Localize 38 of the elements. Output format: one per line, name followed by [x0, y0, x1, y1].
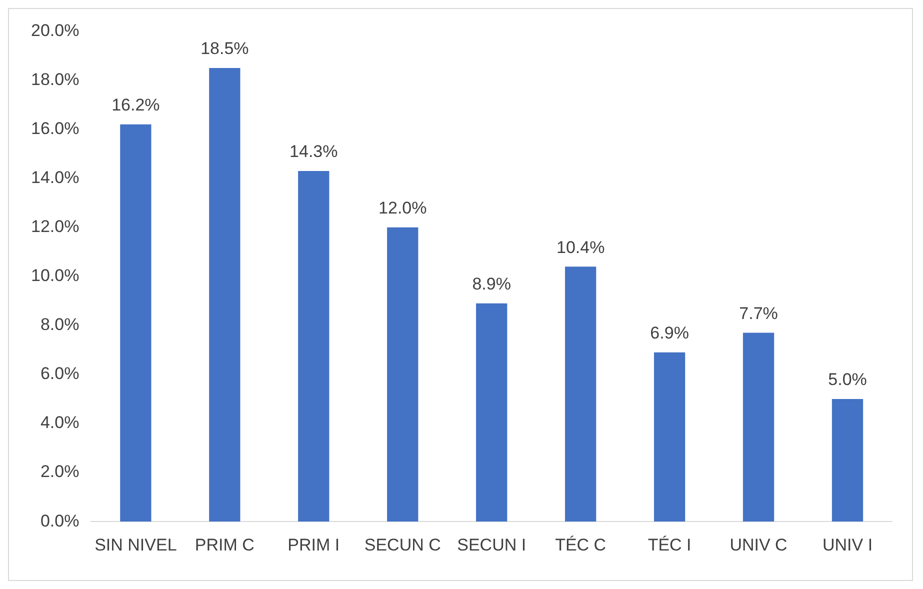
data-label: 10.4%	[556, 238, 605, 257]
bar	[742, 332, 774, 522]
data-label: 8.9%	[472, 274, 511, 294]
y-tick-label: 16.0%	[31, 118, 80, 138]
y-tick-label: 18.0%	[31, 70, 80, 89]
y-tick-label: 14.0%	[31, 168, 80, 188]
y-tick-label: 2.0%	[40, 462, 80, 482]
x-tick-label: PRIM I	[288, 535, 340, 554]
data-label: 18.5%	[200, 39, 249, 58]
bar	[120, 124, 152, 522]
data-label: 6.9%	[650, 324, 689, 343]
bar	[209, 68, 240, 522]
data-label: 16.2%	[112, 96, 160, 115]
y-tick-label: 10.0%	[31, 266, 80, 286]
y-tick-label: 6.0%	[40, 364, 80, 384]
x-tick-label: TÉC C	[555, 535, 606, 554]
y-tick-label: 20.0%	[31, 20, 80, 40]
bar	[565, 266, 596, 522]
data-label: 12.0%	[378, 198, 427, 218]
data-label: 7.7%	[739, 304, 778, 323]
bar	[298, 170, 330, 522]
x-tick-label: SIN NIVEL	[94, 535, 177, 554]
y-tick-label: 8.0%	[40, 315, 80, 334]
data-label: 5.0%	[828, 370, 867, 390]
x-tick-label: PRIM C	[194, 535, 254, 554]
x-tick-label: UNIV I	[822, 535, 873, 554]
y-tick-label: 0.0%	[40, 511, 80, 530]
x-tick-label: UNIV C	[730, 535, 788, 554]
data-label: 14.3%	[290, 142, 338, 162]
bar	[832, 399, 864, 522]
x-tick-label: TÉC I	[648, 535, 692, 554]
x-tick-label: SECUN I	[457, 535, 526, 554]
x-tick-label: SECUN C	[364, 535, 441, 554]
bar	[476, 303, 508, 522]
bar	[654, 352, 686, 522]
y-tick-label: 4.0%	[40, 413, 80, 432]
bar	[387, 227, 418, 522]
y-tick-label: 12.0%	[31, 217, 80, 236]
